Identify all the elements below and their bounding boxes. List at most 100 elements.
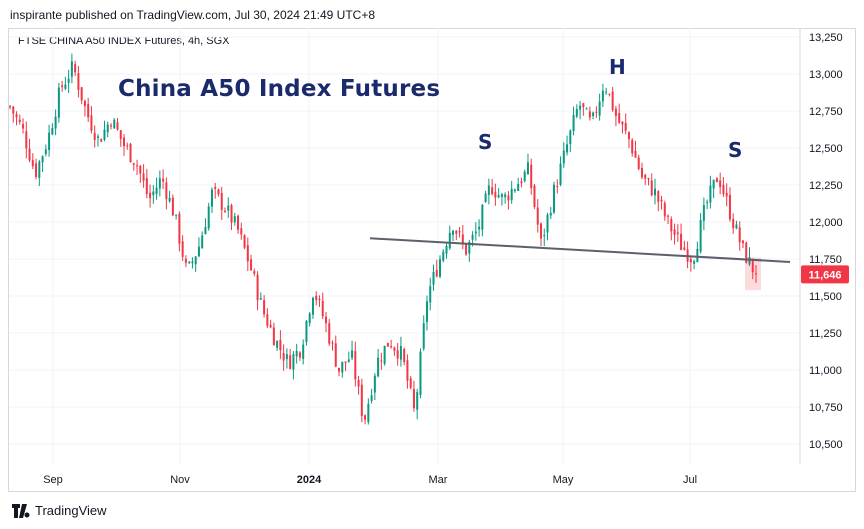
candle-body: [634, 150, 637, 158]
candle-body: [171, 197, 174, 216]
candle-body: [523, 171, 526, 181]
candle-body: [152, 191, 155, 196]
candle-body: [93, 132, 96, 141]
candle-body: [461, 234, 464, 244]
candle-body: [468, 241, 471, 254]
price-tick-label: 12,250: [809, 180, 843, 192]
candle-body: [168, 197, 171, 202]
candle-body: [188, 261, 191, 263]
candle-body: [439, 259, 442, 277]
candle-body: [452, 230, 455, 235]
candle-body: [90, 115, 93, 131]
candle-body: [67, 78, 70, 83]
candle-body: [497, 195, 500, 198]
candle-body: [748, 256, 751, 265]
candle-body: [712, 179, 715, 189]
candle-body: [83, 100, 86, 107]
candle-body: [455, 230, 458, 234]
candle-body: [119, 130, 122, 140]
candle-body: [155, 187, 158, 195]
candle-body: [12, 106, 15, 114]
candle-body: [165, 182, 168, 200]
candle-body: [732, 218, 735, 229]
last-candle-highlight: [745, 257, 761, 291]
price-tick-label: 11,000: [809, 365, 842, 377]
candle-body: [315, 295, 318, 301]
candle-body: [530, 164, 533, 189]
candle-body: [103, 129, 106, 140]
candle-body: [240, 228, 243, 235]
price-tick-label: 10,500: [809, 439, 843, 451]
candle-body: [605, 91, 608, 93]
time-tick-label: May: [553, 474, 574, 486]
candle-body: [302, 344, 305, 359]
candle-body: [637, 157, 640, 169]
candle-body: [559, 163, 562, 185]
left-shoulder-label: S: [478, 130, 493, 154]
candle-body: [220, 192, 223, 210]
neckline-layer: [369, 237, 791, 291]
candle-body: [201, 235, 204, 249]
candle-body: [250, 259, 253, 271]
candle-body: [588, 111, 591, 118]
candle-body: [308, 313, 311, 324]
candle-body: [116, 122, 119, 130]
candle-body: [647, 178, 650, 180]
candle-body: [113, 119, 116, 129]
candle-body: [663, 203, 666, 217]
candle-body: [364, 415, 367, 420]
candle-body: [614, 108, 617, 116]
candle-body: [507, 195, 510, 201]
candle-body: [266, 314, 269, 326]
candle-body: [57, 87, 60, 118]
candle-body: [422, 323, 425, 349]
candle-body: [735, 224, 738, 229]
candle-body: [579, 105, 582, 110]
candle-body: [227, 205, 230, 211]
candle-body: [207, 206, 210, 229]
price-tick-label: 13,250: [809, 32, 843, 44]
candle-body: [194, 256, 197, 265]
candle-body: [660, 199, 663, 202]
publisher-line: inspirante published on TradingView.com,…: [10, 8, 376, 22]
candle-body: [100, 139, 103, 142]
candle-body: [253, 271, 256, 274]
candle-body: [484, 193, 487, 203]
candle-body: [360, 384, 363, 417]
candle-body: [129, 143, 132, 163]
candle-body: [386, 342, 389, 347]
candle-body: [321, 300, 324, 317]
time-axis: Sep Nov 2024 Mar May Jul: [43, 474, 697, 486]
candle-body: [214, 186, 217, 189]
price-tick-label: 12,500: [809, 143, 843, 155]
footer-brand[interactable]: TradingView: [12, 503, 107, 518]
candle-body: [354, 351, 357, 380]
price-axis: 13,250 13,000 12,750 12,500 12,250 12,000 11,7…: [801, 32, 849, 451]
candle-body: [344, 361, 347, 364]
candle-body: [533, 185, 536, 207]
candle-body: [644, 174, 647, 179]
candle-body: [347, 359, 350, 362]
candle-body: [448, 232, 451, 249]
candle-body: [87, 103, 90, 118]
candle-body: [263, 300, 266, 315]
price-tick-label: 11,250: [809, 328, 842, 340]
grid-lines: [9, 28, 801, 464]
chart-frame: [8, 28, 856, 492]
candle-body: [181, 241, 184, 257]
candle-body: [526, 162, 529, 175]
candle-body: [80, 87, 83, 101]
candle-body: [44, 149, 47, 154]
candle-body: [465, 243, 468, 255]
candle-body: [96, 136, 99, 138]
candle-body: [22, 124, 25, 129]
candle-body: [54, 116, 57, 129]
candle-body: [442, 251, 445, 261]
candle-body: [259, 298, 262, 300]
candle-body: [608, 93, 611, 95]
candle-body: [543, 235, 546, 237]
time-tick-label: Sep: [43, 474, 63, 486]
series-title: FTSE CHINA A50 INDEX Futures, 4h, SGX: [18, 35, 230, 47]
candle-body: [640, 167, 643, 178]
